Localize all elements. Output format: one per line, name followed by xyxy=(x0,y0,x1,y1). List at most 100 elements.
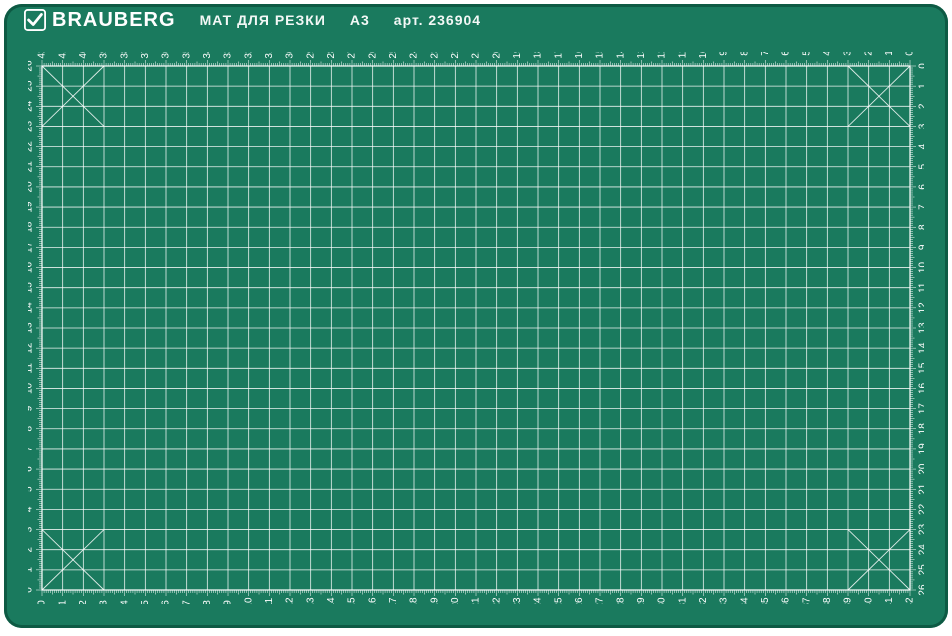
ruler-label: 4 xyxy=(28,506,35,512)
ruler-label: 22 xyxy=(491,597,502,604)
ruler-label: 16 xyxy=(574,52,585,59)
ruler-label: 18 xyxy=(409,597,420,604)
ruler-label: 12 xyxy=(918,302,924,314)
ruler-label: 40 xyxy=(78,52,89,59)
ruler-label: 13 xyxy=(636,52,647,59)
ruler-label: 7 xyxy=(918,204,924,210)
ruler-label: 20 xyxy=(450,597,461,604)
ruler-label: 39 xyxy=(843,597,854,604)
ruler-label: 28 xyxy=(326,52,337,59)
ruler-label: 1 xyxy=(57,600,68,604)
ruler-label: 14 xyxy=(28,302,35,314)
ruler-label: 2 xyxy=(28,546,35,552)
ruler-label: 7 xyxy=(760,52,771,56)
brand-check-icon xyxy=(24,9,46,31)
ruler-label: 15 xyxy=(595,52,606,59)
ruler-label: 22 xyxy=(918,503,924,515)
ruler-label: 21 xyxy=(471,52,482,59)
product-subtitle: МАТ ДЛЯ РЕЗКИ xyxy=(200,12,326,28)
ruler-label: 10 xyxy=(28,382,35,394)
ruler-label: 5 xyxy=(140,600,151,604)
ruler-label: 19 xyxy=(918,443,924,455)
ruler-label: 18 xyxy=(28,221,35,233)
ruler-label: 21 xyxy=(918,483,924,495)
ruler-label: 24 xyxy=(918,544,924,556)
ruler-label: 16 xyxy=(367,597,378,604)
ruler-label: 35 xyxy=(760,597,771,604)
ruler-label: 17 xyxy=(918,403,924,415)
ruler-label: 30 xyxy=(285,52,296,59)
ruler-label: 0 xyxy=(905,52,916,56)
ruler-label: 9 xyxy=(28,405,35,411)
ruler-label: 11 xyxy=(28,363,35,374)
mat-header: BRAUBERG МАТ ДЛЯ РЕЗКИ A3 арт. 236904 xyxy=(4,4,948,36)
ruler-label: 29 xyxy=(636,597,647,604)
ruler-label: 34 xyxy=(202,52,213,59)
ruler-label: 1 xyxy=(918,83,924,89)
ruler-label: 14 xyxy=(615,52,626,59)
ruler-label: 12 xyxy=(28,342,35,354)
ruler-label: 2 xyxy=(918,103,924,109)
ruler-label: 33 xyxy=(719,597,730,604)
ruler-label: 42 xyxy=(905,597,916,604)
ruler-label: 15 xyxy=(28,282,35,294)
ruler-label: 5 xyxy=(801,52,812,56)
ruler-label: 14 xyxy=(326,597,337,604)
ruler-label: 10 xyxy=(918,262,924,274)
ruler-label: 22 xyxy=(28,141,35,153)
ruler-label: 36 xyxy=(161,52,172,59)
ruler-label: 6 xyxy=(161,600,172,604)
ruler-label: 19 xyxy=(28,201,35,213)
ruler-label: 21 xyxy=(28,161,35,173)
ruler-label: 4 xyxy=(119,600,130,604)
ruler-label: 7 xyxy=(28,446,35,452)
ruler-label: 8 xyxy=(739,52,750,56)
ruler-label: 41 xyxy=(884,597,895,604)
ruler-label: 1 xyxy=(28,567,35,573)
grid-area: 0421412403394385376367358349331032113112… xyxy=(28,52,924,604)
ruler-label: 13 xyxy=(28,322,35,334)
ruler-label: 12 xyxy=(657,52,668,59)
ruler-label: 33 xyxy=(223,52,234,59)
article-number: арт. 236904 xyxy=(394,12,481,28)
ruler-label: 29 xyxy=(305,52,316,59)
ruler-label: 19 xyxy=(429,597,440,604)
ruler-label: 16 xyxy=(28,262,35,274)
ruler-label: 17 xyxy=(553,52,564,59)
ruler-label: 25 xyxy=(918,564,924,576)
ruler-label: 14 xyxy=(918,342,924,354)
ruler-label: 22 xyxy=(450,52,461,59)
ruler-label: 15 xyxy=(347,597,358,604)
ruler-label: 20 xyxy=(918,463,924,475)
ruler-label: 13 xyxy=(918,322,924,334)
ruler-label: 8 xyxy=(28,426,35,432)
ruler-label: 38 xyxy=(119,52,130,59)
ruler-label: 6 xyxy=(918,184,924,190)
ruler-label: 27 xyxy=(595,597,606,604)
ruler-label: 3 xyxy=(843,52,854,56)
ruler-label: 17 xyxy=(388,597,399,604)
ruler-label: 23 xyxy=(918,524,924,536)
ruler-label: 27 xyxy=(347,52,358,59)
ruler-label: 28 xyxy=(615,597,626,604)
ruler-label: 30 xyxy=(657,597,668,604)
ruler-label: 26 xyxy=(367,52,378,59)
ruler-label: 19 xyxy=(512,52,523,59)
ruler-label: 31 xyxy=(264,52,275,59)
ruler-label: 39 xyxy=(99,52,110,59)
ruler-label: 7 xyxy=(181,600,192,604)
ruler-label: 23 xyxy=(429,52,440,59)
ruler-label: 26 xyxy=(918,584,924,596)
ruler-label: 24 xyxy=(28,100,35,112)
size-label: A3 xyxy=(350,12,370,28)
ruler-label: 2 xyxy=(863,52,874,56)
ruler-label: 18 xyxy=(533,52,544,59)
ruler-label: 3 xyxy=(99,600,110,604)
ruler-label: 24 xyxy=(533,597,544,604)
ruler-label: 20 xyxy=(28,181,35,193)
ruler-label: 8 xyxy=(918,224,924,230)
ruler-label: 4 xyxy=(918,143,924,149)
ruler-label: 4 xyxy=(822,52,833,56)
ruler-label: 32 xyxy=(698,597,709,604)
ruler-label: 23 xyxy=(512,597,523,604)
